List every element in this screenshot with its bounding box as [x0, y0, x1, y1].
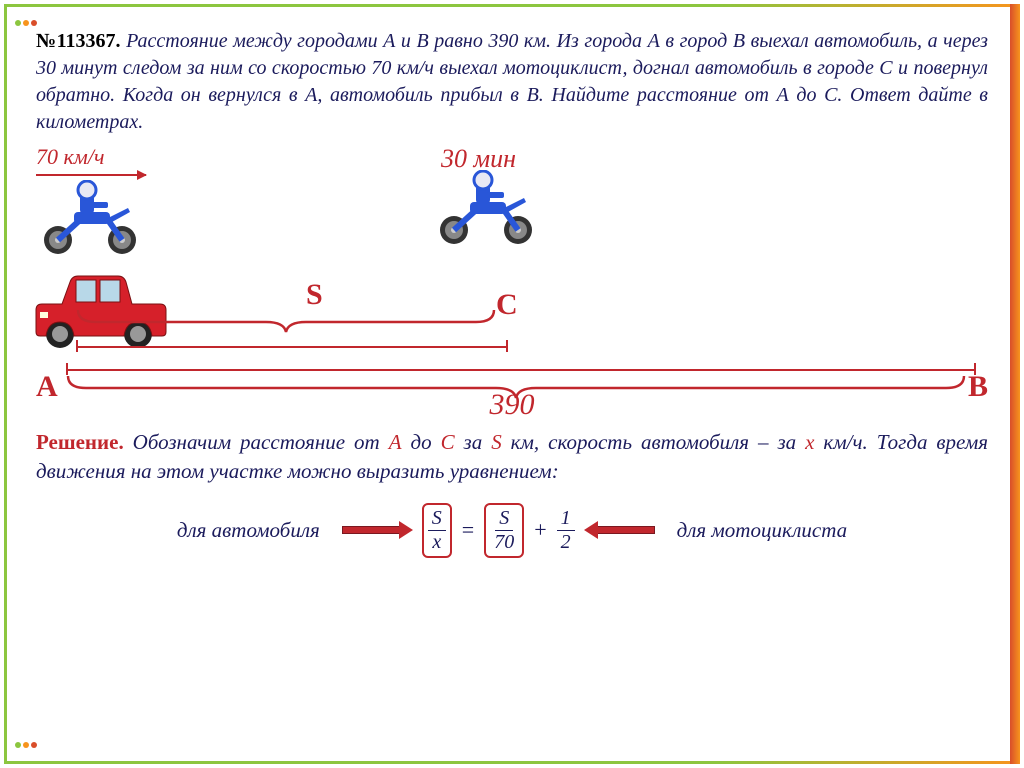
- sol-t3: за: [455, 430, 492, 454]
- frac1-num: S: [428, 507, 446, 531]
- arrow-left-icon: [585, 523, 655, 537]
- diagram: 70 км/ч: [36, 144, 988, 424]
- line-ac: [76, 346, 508, 348]
- frac3-num: 1: [557, 507, 575, 531]
- sol-var-a: А: [389, 430, 402, 454]
- distance-label: 390: [490, 388, 535, 422]
- eq-right-label: для мотоциклиста: [677, 518, 848, 543]
- eq-box-right: S 70: [484, 503, 524, 558]
- fraction-s-70: S 70: [490, 507, 518, 554]
- frac1-den: x: [428, 531, 445, 554]
- plus-sign: +: [534, 517, 546, 543]
- sol-t4: км, скорость автомобиля – за: [502, 430, 805, 454]
- motorcycle-icon-2: [426, 170, 546, 251]
- motorcycle-icon-1: [30, 180, 150, 261]
- sol-t2: до: [402, 430, 441, 454]
- equation-row: для автомобиля S x = S 70 + 1 2 для мото…: [36, 503, 988, 558]
- problem-text: №113367. Расстояние между городами А и В…: [36, 28, 988, 136]
- frame-left: [4, 4, 7, 764]
- c-label: C: [496, 288, 518, 322]
- speed-label: 70 км/ч: [36, 144, 104, 170]
- frac2-num: S: [495, 507, 513, 531]
- frame-right: [1010, 4, 1020, 764]
- s-label: S: [306, 278, 323, 312]
- equals-sign: =: [462, 517, 474, 543]
- tick-c: [506, 340, 508, 352]
- frame-bottom: [4, 761, 1020, 764]
- speed-arrow: [36, 174, 146, 176]
- problem-number: №113367.: [36, 30, 121, 52]
- sol-var-c: С: [441, 430, 455, 454]
- corner-dots-bl: [14, 736, 38, 754]
- fraction-s-x: S x: [428, 507, 446, 554]
- brace-s: [76, 308, 496, 339]
- sol-var-s: S: [491, 430, 502, 454]
- time-label: 30 мин: [441, 144, 516, 174]
- solution-label: Решение.: [36, 430, 124, 454]
- line-ab: [66, 369, 976, 371]
- frac3-den: 2: [557, 531, 575, 554]
- tick-a-top: [76, 340, 78, 352]
- eq-left-label: для автомобиля: [177, 518, 320, 543]
- frame-top: [4, 4, 1020, 7]
- arrow-right-icon: [342, 523, 412, 537]
- corner-dots-tl: [14, 14, 38, 32]
- problem-body: Расстояние между городами А и В равно 39…: [36, 30, 988, 133]
- solution-text: Решение. Обозначим расстояние от А до С …: [36, 428, 988, 487]
- eq-box-left: S x: [422, 503, 452, 558]
- sol-t1: Обозначим расстояние от: [124, 430, 389, 454]
- slide-content: №113367. Расстояние между городами А и В…: [36, 28, 988, 740]
- a-label: A: [36, 370, 58, 404]
- fraction-1-2: 1 2: [557, 507, 575, 554]
- b-label: B: [968, 370, 988, 404]
- frac2-den: 70: [490, 531, 518, 554]
